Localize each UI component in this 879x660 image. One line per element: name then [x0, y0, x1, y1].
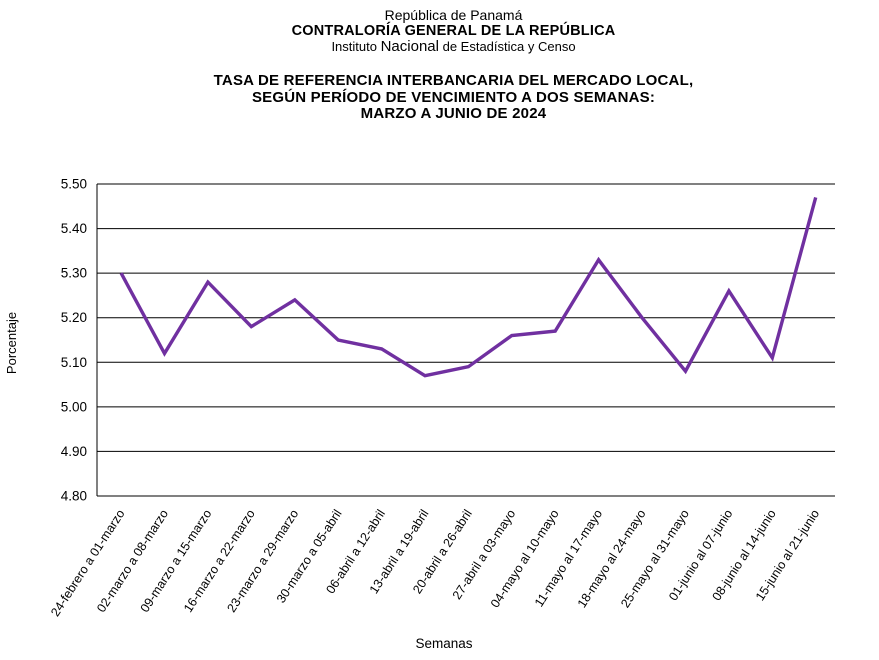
chart-title-line-3: MARZO A JUNIO DE 2024: [360, 105, 547, 122]
y-tick-label: 5.10: [61, 355, 87, 370]
chart-title-line-1: TASA DE REFERENCIA INTERBANCARIA DEL MER…: [213, 72, 694, 89]
y-tick-label: 5.20: [61, 310, 87, 325]
y-tick-label: 5.00: [61, 399, 87, 414]
series-line: [119, 196, 818, 378]
x-axis-title: Semanas: [415, 636, 473, 651]
header-agency: Instituto Nacional de Estadística y Cens…: [28, 39, 879, 55]
header-agency-prefix: Instituto: [331, 39, 377, 54]
header-country: República de Panamá: [384, 7, 523, 23]
header-institution: CONTRALORÍA GENERAL DE LA REPÚBLICA: [291, 23, 616, 39]
y-axis-title: Porcentaje: [4, 311, 19, 375]
y-tick-label: 4.90: [61, 444, 87, 459]
y-tick-label: 4.80: [61, 489, 87, 504]
document-header: República de Panamá CONTRALORÍA GENERAL …: [0, 7, 879, 55]
x-tick-label: 24-febrero a 01-marzo: [48, 507, 128, 619]
y-tick-label: 5.40: [61, 221, 87, 236]
header-agency-suffix: de Estadística y Censo: [442, 39, 576, 54]
y-tick-label: 5.30: [61, 266, 87, 281]
chart-title: TASA DE REFERENCIA INTERBANCARIA DEL MER…: [0, 72, 879, 123]
chart-title-line-2: SEGÚN PERÍODO DE VENCIMIENTO A DOS SEMAN…: [251, 88, 656, 106]
y-tick-label: 5.50: [61, 177, 87, 192]
header-agency-emphasis: Nacional: [380, 38, 439, 55]
